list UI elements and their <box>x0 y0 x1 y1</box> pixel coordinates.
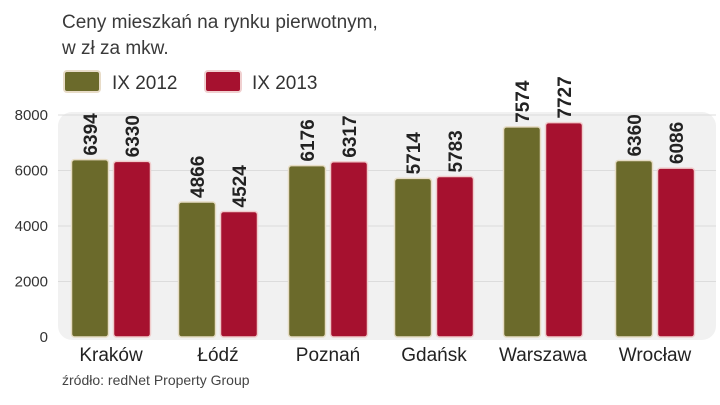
bar <box>656 167 696 338</box>
legend-swatch-2012 <box>63 70 101 93</box>
category-label: Warszawa <box>499 345 587 366</box>
value-label: 6360 <box>625 114 646 156</box>
bar <box>177 201 217 338</box>
y-tick-label: 4000 <box>15 218 48 235</box>
bar <box>287 164 327 338</box>
category-label: Kraków <box>79 345 143 366</box>
bar <box>393 177 433 338</box>
y-tick-label: 6000 <box>15 163 48 180</box>
y-tick-label: 0 <box>40 329 48 346</box>
chart-title: Ceny mieszkań na rynku pierwotnym, <box>62 12 378 33</box>
category-label: Wrocław <box>619 345 692 366</box>
value-label: 4524 <box>230 165 251 208</box>
bar <box>544 121 584 338</box>
category-label: Gdańsk <box>401 345 467 366</box>
value-label: 6176 <box>298 119 319 161</box>
y-tick-label: 2000 <box>15 274 48 291</box>
y-tick-label: 8000 <box>15 107 48 124</box>
bar <box>329 160 369 338</box>
category-label: Poznań <box>296 345 360 366</box>
category-label: Łódź <box>197 345 238 366</box>
legend-label-2013: IX 2013 <box>252 73 318 94</box>
value-label: 6086 <box>667 122 688 164</box>
value-label: 6330 <box>123 115 144 157</box>
bar <box>70 158 110 338</box>
legend-swatch-2013 <box>204 70 242 93</box>
bar <box>219 210 259 338</box>
value-label: 5783 <box>446 130 467 172</box>
bar <box>112 160 152 338</box>
chart-subtitle: w zł za mkw. <box>61 38 169 59</box>
bar <box>614 159 654 338</box>
bar <box>502 126 542 338</box>
value-label: 6317 <box>340 115 361 157</box>
value-label: 6394 <box>81 113 102 156</box>
bar <box>435 175 475 338</box>
value-label: 7727 <box>555 76 576 118</box>
legend: IX 2012 IX 2013 <box>63 70 318 94</box>
legend-label-2012: IX 2012 <box>112 73 178 94</box>
value-label: 5714 <box>404 132 425 175</box>
source-note: źródło: redNet Property Group <box>62 372 250 388</box>
value-label: 7574 <box>513 80 534 123</box>
value-label: 4866 <box>188 156 209 198</box>
